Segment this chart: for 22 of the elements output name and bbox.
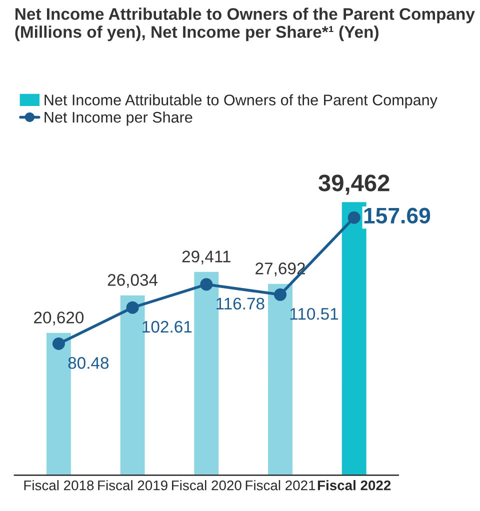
legend-label: Net Income per Share [44,111,192,126]
x-tick-label: Fiscal 2020 [172,480,242,490]
point [52,337,65,350]
data-label: 110.51 [290,308,338,320]
data-label: 116.78 [216,298,264,310]
data-label: 20,620 [34,312,84,326]
data-label: 26,034 [108,274,158,288]
point [126,301,139,314]
point [348,211,360,224]
point [200,278,213,291]
point [274,288,286,301]
x-tick-label: Fiscal 2022 [318,480,391,490]
chart-title: Net Income Attributable to Owners of the Parent Company (Millions of yen), Net Income per Share*¹ (Yen) [15,8,475,42]
data-label: 29,411 [182,250,230,264]
data-label: 157.69 [364,208,430,224]
x-tick-label: Fiscal 2019 [98,480,168,490]
data-label: 39,462 [318,174,390,195]
x-tick-label: Fiscal 2018 [24,480,94,490]
legend-label: Net Income Attributable to Owners of the Parent Company [44,94,438,108]
data-label: 80.48 [68,357,109,369]
x-tick-label: Fiscal 2021 [246,480,316,490]
data-label: 102.61 [142,320,192,333]
